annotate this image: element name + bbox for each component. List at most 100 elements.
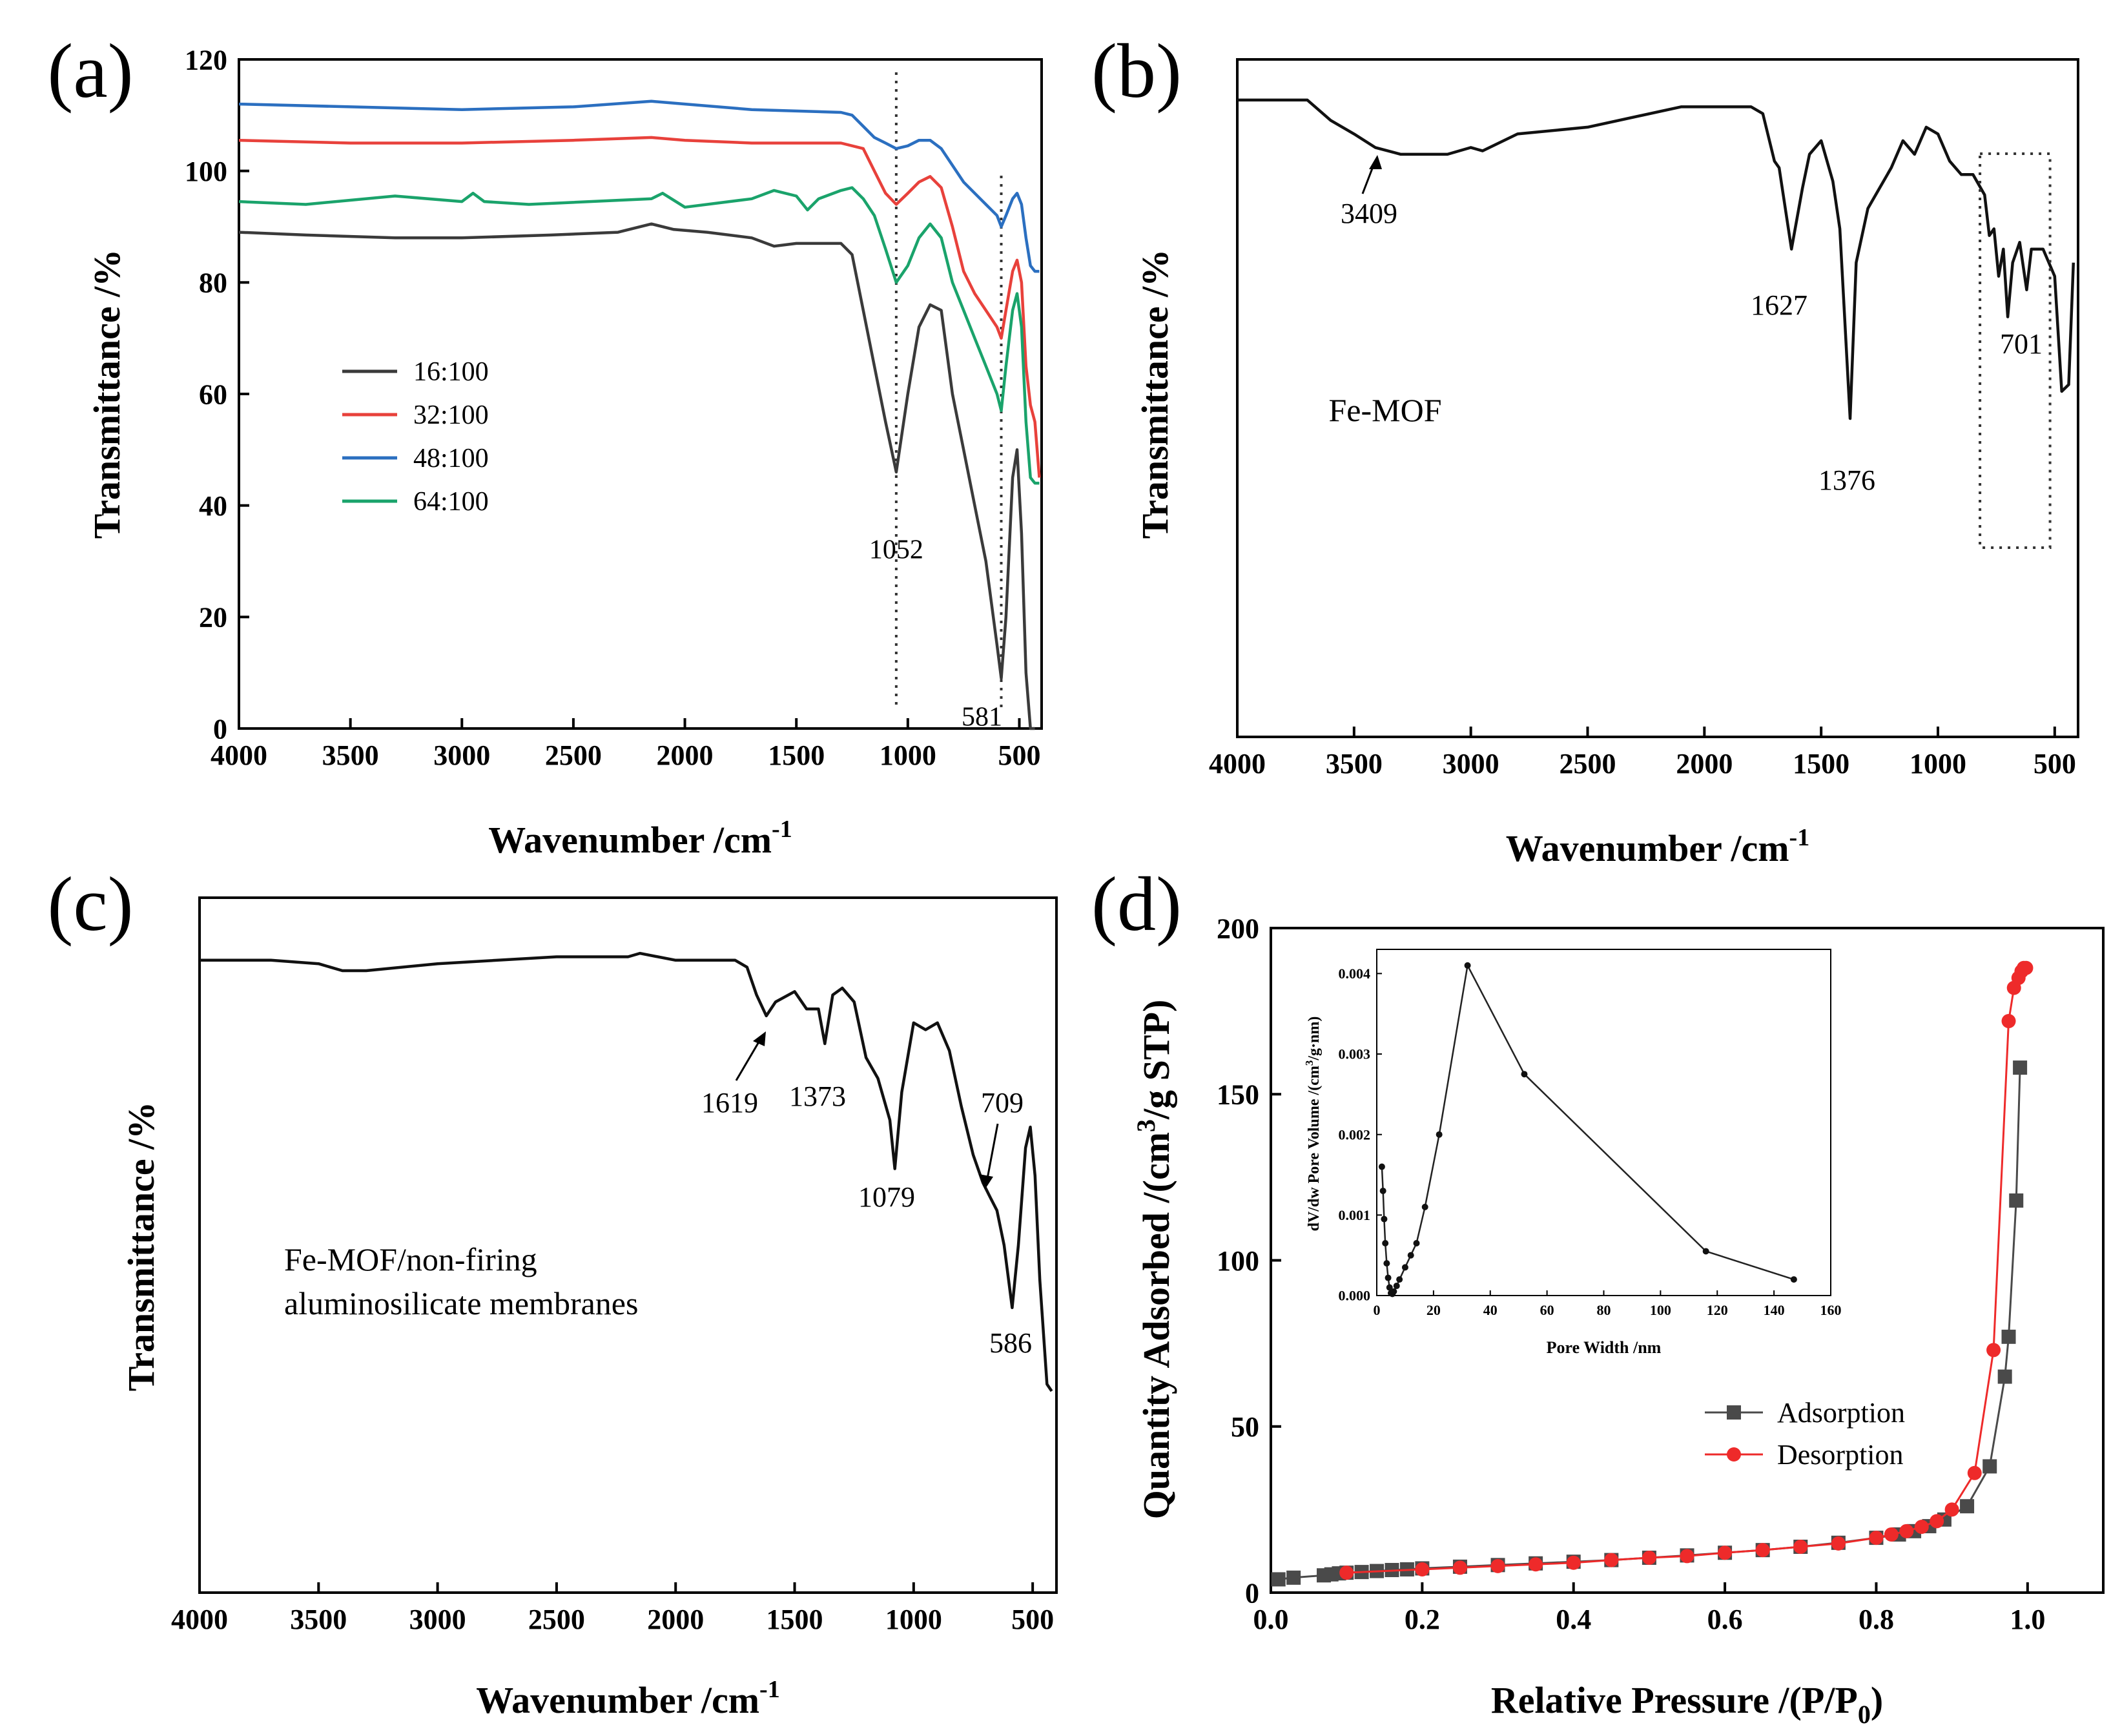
x-axis-title-text: Wavenumber /cm bbox=[488, 819, 772, 861]
x-axis-title-superscript: -1 bbox=[772, 816, 792, 843]
legend-entry: Desorption bbox=[1777, 1439, 1904, 1471]
x-tick-label: 20 bbox=[1426, 1302, 1441, 1318]
y-tick-label: 60 bbox=[199, 378, 227, 410]
desorption-point bbox=[1986, 1343, 2001, 1358]
series-line-64-100 bbox=[238, 186, 1040, 485]
inset-point bbox=[1521, 1071, 1528, 1078]
desorption-point bbox=[1339, 1566, 1354, 1580]
desorption-point bbox=[1899, 1524, 1914, 1538]
x-axis-title-superscript: -1 bbox=[1789, 824, 1810, 851]
x-axis-title: Wavenumber /cm-1 bbox=[1506, 824, 1809, 869]
annotation-arrowhead bbox=[1369, 155, 1382, 169]
series-line-16-100 bbox=[238, 222, 1035, 730]
y-tick-label: 100 bbox=[1217, 1245, 1259, 1277]
inset-x-axis-title: Pore Width /nm bbox=[1547, 1338, 1662, 1357]
y-tick-label: 0.003 bbox=[1339, 1046, 1371, 1062]
series-line-48-100 bbox=[238, 99, 1040, 273]
inset-point bbox=[1436, 1131, 1443, 1138]
peak-annotation: 709 bbox=[981, 1087, 1024, 1119]
x-tick-label: 2000 bbox=[1676, 748, 1733, 780]
desorption-point bbox=[2001, 1014, 2016, 1029]
legend-entry: 48:100 bbox=[413, 444, 489, 473]
peak-annotation: 1373 bbox=[789, 1080, 846, 1112]
x-tick-label: 1000 bbox=[1910, 748, 1966, 780]
y-axis-title: Transmittance /% bbox=[1134, 249, 1176, 539]
x-tick-label: 0.6 bbox=[1707, 1604, 1743, 1635]
y-axis-title-text: Quantity Adsorbed /(cm bbox=[1135, 1132, 1177, 1519]
annotation-arrowhead bbox=[979, 1174, 993, 1190]
y-tick-label: 0.000 bbox=[1339, 1288, 1371, 1304]
legend-marker bbox=[1727, 1447, 1741, 1462]
y-tick-label: 80 bbox=[199, 267, 227, 299]
y-tick-label: 0.002 bbox=[1339, 1126, 1371, 1142]
y-tick-label: 50 bbox=[1231, 1411, 1259, 1443]
inset-point bbox=[1790, 1276, 1797, 1283]
panel-label: (c) bbox=[47, 861, 133, 947]
y-axis-title: Transmittance /% bbox=[120, 1102, 162, 1391]
adsorption-point bbox=[2009, 1193, 2024, 1208]
legend-entry: Adsorption bbox=[1777, 1397, 1905, 1429]
annotation-arrow bbox=[985, 1123, 999, 1183]
x-tick-label: 500 bbox=[2034, 748, 2076, 780]
y-tick-label: 0.001 bbox=[1339, 1207, 1371, 1223]
peak-annotation: 581 bbox=[962, 702, 1002, 732]
x-tick-label: 2500 bbox=[528, 1604, 585, 1635]
legend-entry: 16:100 bbox=[413, 357, 489, 387]
inset-point bbox=[1385, 1274, 1392, 1281]
legend-entry: 64:100 bbox=[413, 487, 489, 517]
inset-point bbox=[1383, 1260, 1390, 1267]
inset-point bbox=[1381, 1215, 1388, 1223]
x-tick-label: 2500 bbox=[1560, 748, 1616, 780]
x-axis-title: Relative Pressure /(P/P0) bbox=[1491, 1679, 1883, 1729]
peak-annotation: 1052 bbox=[869, 535, 923, 564]
panel-label: (b) bbox=[1091, 28, 1182, 114]
x-tick-label: 500 bbox=[998, 739, 1040, 771]
x-tick-label: 140 bbox=[1764, 1302, 1785, 1318]
x-tick-label: 1.0 bbox=[2010, 1604, 2045, 1635]
plot-frame bbox=[1236, 58, 2079, 738]
x-tick-label: 3000 bbox=[409, 1604, 466, 1635]
x-tick-label: 0.4 bbox=[1556, 1604, 1591, 1635]
adsorption-point bbox=[1982, 1459, 1997, 1474]
x-axis-title-text: Wavenumber /cm bbox=[1506, 827, 1789, 869]
peak-annotation: 1376 bbox=[1818, 464, 1875, 496]
adsorption-point bbox=[2013, 1060, 2028, 1075]
adsorption-point bbox=[1286, 1570, 1301, 1585]
series-line-fe-mof bbox=[1237, 98, 2075, 420]
y-tick-label: 0 bbox=[1245, 1577, 1259, 1609]
peak-annotation: 1619 bbox=[701, 1087, 758, 1119]
inset-y-axis-title-superscript: 3 bbox=[1303, 1060, 1315, 1066]
inset-point bbox=[1393, 1283, 1400, 1290]
x-tick-label: 100 bbox=[1650, 1302, 1671, 1318]
desorption-point bbox=[1452, 1560, 1467, 1575]
desorption-point bbox=[1755, 1543, 1770, 1558]
peak-annotation: 1079 bbox=[858, 1181, 915, 1213]
x-tick-label: 2000 bbox=[647, 1604, 704, 1635]
x-axis-title-text: Wavenumber /cm bbox=[476, 1679, 759, 1721]
desorption-point bbox=[1604, 1553, 1619, 1567]
peak-annotation: 1627 bbox=[1751, 289, 1807, 321]
x-tick-label: 3500 bbox=[1326, 748, 1383, 780]
x-tick-label: 2500 bbox=[545, 739, 602, 771]
inset-point bbox=[1413, 1239, 1420, 1246]
inset-point bbox=[1382, 1239, 1389, 1246]
x-tick-label: 0.0 bbox=[1253, 1604, 1289, 1635]
y-axis-title: Quantity Adsorbed /(cm3/g STP) bbox=[1131, 1000, 1177, 1520]
y-tick-label: 120 bbox=[185, 44, 227, 76]
adsorption-point bbox=[1271, 1572, 1286, 1587]
x-tick-label: 3000 bbox=[1443, 748, 1499, 780]
y-axis-title: Transmittance /% bbox=[86, 249, 128, 539]
desorption-point bbox=[1831, 1536, 1846, 1551]
inset-point bbox=[1464, 962, 1471, 969]
x-tick-label: 1500 bbox=[1793, 748, 1849, 780]
x-tick-label: 3500 bbox=[290, 1604, 347, 1635]
peak-annotation: 701 bbox=[2000, 328, 2043, 360]
x-tick-label: 4000 bbox=[211, 739, 267, 771]
x-tick-label: 1500 bbox=[768, 739, 825, 771]
x-tick-label: 1000 bbox=[885, 1604, 942, 1635]
x-tick-label: 2000 bbox=[657, 739, 714, 771]
x-tick-label: 1500 bbox=[767, 1604, 823, 1635]
peak-annotation: 3409 bbox=[1341, 198, 1397, 229]
sample-label: Fe-MOF/non-firing bbox=[284, 1241, 537, 1277]
